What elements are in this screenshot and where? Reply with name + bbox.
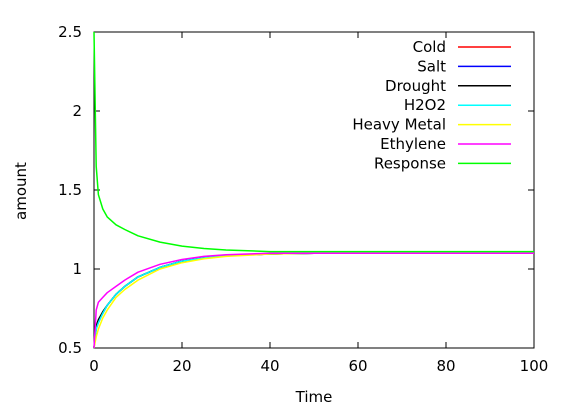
x-tick-label: 60 bbox=[348, 357, 367, 375]
y-tick-label: 1 bbox=[72, 260, 82, 278]
plot-border bbox=[93, 31, 535, 349]
tick-labels: 0 20 40 60 80 100 0.5 1 1.5 2 2.5 bbox=[58, 23, 548, 375]
x-tick-label: 20 bbox=[172, 357, 191, 375]
y-tick-label: 1.5 bbox=[58, 181, 82, 199]
legend-label-cold: Cold bbox=[413, 38, 446, 56]
x-tick-label: 40 bbox=[260, 357, 279, 375]
x-tick-label: 100 bbox=[520, 357, 549, 375]
legend-label-ethylene: Ethylene bbox=[380, 135, 446, 153]
y-tick-label: 2.5 bbox=[58, 23, 82, 41]
legend-label-heavy-metal: Heavy Metal bbox=[352, 116, 446, 134]
series-group bbox=[93, 31, 534, 349]
y-axis-label: amount bbox=[12, 162, 30, 220]
series-line-response bbox=[93, 31, 534, 253]
y-tick-label: 0.5 bbox=[58, 339, 82, 357]
legend-label-salt: Salt bbox=[417, 57, 446, 75]
legend-label-response: Response bbox=[374, 154, 446, 172]
axis-ticks bbox=[93, 31, 535, 349]
legend-label-h2o2: H2O2 bbox=[404, 96, 446, 114]
y-tick-label: 2 bbox=[72, 102, 82, 120]
x-tick-label: 0 bbox=[89, 357, 99, 375]
legend-label-drought: Drought bbox=[385, 77, 446, 95]
series-line-ethylene bbox=[93, 252, 534, 349]
x-axis-label: Time bbox=[295, 388, 333, 406]
plot-frame bbox=[93, 31, 535, 349]
x-tick-label: 80 bbox=[436, 357, 455, 375]
series-line-h2o2 bbox=[93, 252, 534, 349]
